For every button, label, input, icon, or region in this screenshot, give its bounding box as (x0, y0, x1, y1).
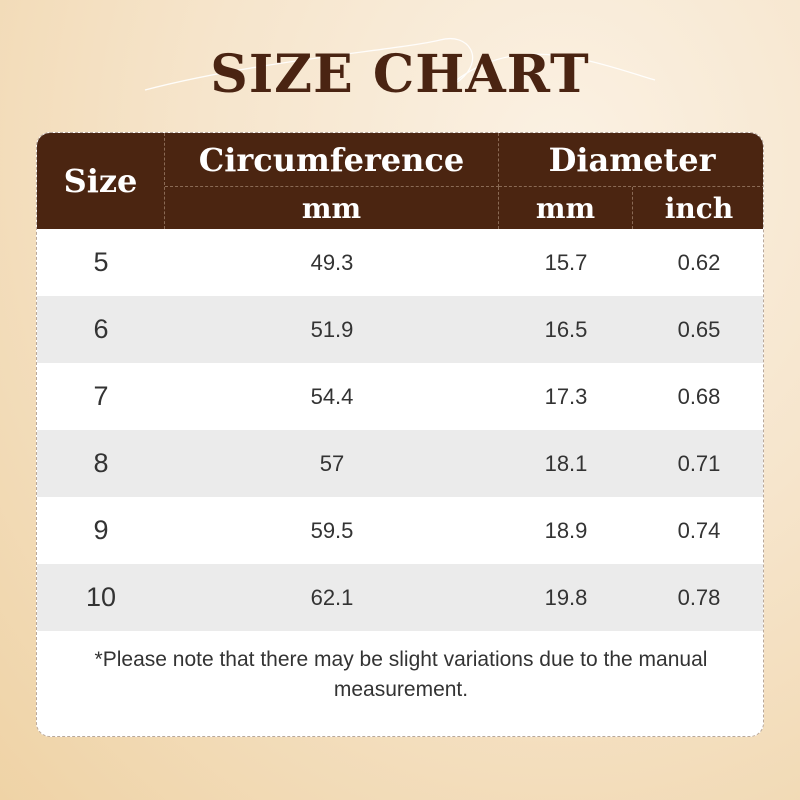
cell-size: 8 (93, 448, 109, 478)
cell-circumference-mm: 54.4 (310, 383, 354, 409)
cell-circumference-mm: 57 (319, 450, 345, 476)
size-table: Size Circumference Diameter mm mm inch 5… (36, 132, 764, 737)
cell-circumference-mm: 49.3 (310, 249, 354, 275)
table-row: 6 51.9 16.5 0.65 (37, 296, 763, 363)
cell-diameter-inch: 0.74 (677, 517, 721, 543)
measurement-note: *Please note that there may be slight va… (94, 648, 708, 701)
header-diameter-mm: mm (499, 187, 633, 229)
table-row: 5 49.3 15.7 0.62 (37, 229, 763, 296)
cell-size: 5 (93, 247, 109, 277)
cell-diameter-mm: 19.8 (544, 584, 588, 610)
cell-diameter-inch: 0.62 (677, 249, 721, 275)
cell-size: 7 (93, 381, 109, 411)
cell-diameter-mm: 18.1 (544, 450, 588, 476)
table-row: 9 59.5 18.9 0.74 (37, 497, 763, 564)
table-row: 8 57 18.1 0.71 (37, 430, 763, 497)
cell-size: 9 (93, 515, 109, 545)
header-diameter-inch: inch (664, 191, 734, 225)
cell-circumference-mm: 59.5 (310, 517, 354, 543)
header-circumference: Circumference (165, 133, 499, 187)
page-title: SIZE CHART (210, 44, 590, 105)
header-size: Size (37, 133, 165, 229)
table-row: 7 54.4 17.3 0.68 (37, 363, 763, 430)
cell-diameter-inch: 0.71 (677, 450, 721, 476)
decorative-swirl (144, 37, 656, 91)
cell-diameter-mm: 16.5 (544, 316, 588, 342)
cell-diameter-inch: 0.65 (677, 316, 721, 342)
cell-diameter-inch: 0.68 (677, 383, 721, 409)
cell-size: 10 (85, 582, 117, 612)
cell-circumference-mm: 51.9 (310, 316, 354, 342)
cell-circumference-mm: 62.1 (310, 584, 354, 610)
cell-size: 6 (93, 314, 109, 344)
header-diameter: Diameter (499, 133, 763, 187)
cell-diameter-mm: 18.9 (544, 517, 588, 543)
cell-diameter-mm: 15.7 (544, 249, 588, 275)
header-circumference-unit: mm (165, 187, 499, 229)
cell-diameter-mm: 17.3 (544, 383, 588, 409)
cell-diameter-inch: 0.78 (677, 584, 721, 610)
table-row: 10 62.1 19.8 0.78 (37, 564, 763, 631)
table-header: Size Circumference Diameter mm mm inch (37, 133, 763, 229)
